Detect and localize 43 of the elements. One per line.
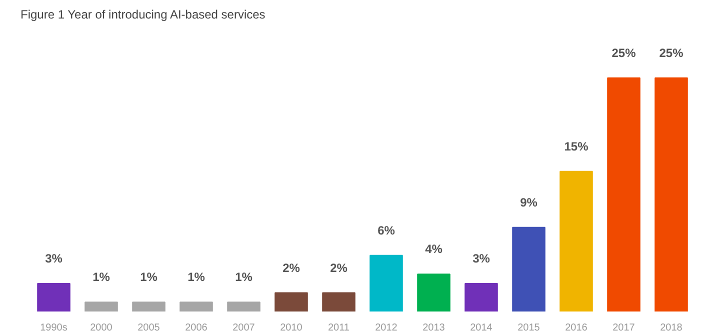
x-tick-label: 2011 xyxy=(328,322,350,334)
x-tick-label: 2013 xyxy=(422,322,446,334)
bar xyxy=(274,292,308,312)
data-label: 15% xyxy=(564,139,589,154)
bar xyxy=(84,302,118,312)
data-label: 3% xyxy=(45,251,63,266)
x-tick-label: 2006 xyxy=(185,322,208,334)
x-tick-label: 2016 xyxy=(565,322,588,334)
data-label: 9% xyxy=(520,195,538,210)
x-tick-label: 2014 xyxy=(470,322,493,334)
data-label: 4% xyxy=(425,242,443,256)
data-label: 25% xyxy=(612,46,636,60)
x-tick-label: 2015 xyxy=(518,322,540,334)
x-tick-label: 2005 xyxy=(138,322,160,334)
bar xyxy=(322,292,356,312)
x-tick-label: 2007 xyxy=(232,322,256,334)
x-tick-label: 2012 xyxy=(375,322,398,334)
x-tick-label: 2017 xyxy=(612,322,636,334)
data-label: 1% xyxy=(92,270,110,284)
x-tick-label: 2018 xyxy=(660,322,683,334)
bar xyxy=(654,77,688,312)
x-tick-label: 2000 xyxy=(90,322,113,334)
data-label: 3% xyxy=(472,251,490,266)
x-tick-label: 1990s xyxy=(40,322,68,334)
bar xyxy=(464,282,498,312)
chart-title: Figure 1 Year of introducing AI-based services xyxy=(20,8,266,22)
bar xyxy=(607,77,640,312)
data-label: 6% xyxy=(378,223,396,238)
bar xyxy=(132,302,166,312)
data-label: 1% xyxy=(140,270,158,284)
x-tick-label: 2010 xyxy=(280,322,303,334)
bar xyxy=(37,282,70,312)
data-label: 1% xyxy=(188,270,206,284)
data-label: 1% xyxy=(235,270,253,284)
data-label: 2% xyxy=(330,260,348,275)
bar xyxy=(180,302,213,312)
data-label: 25% xyxy=(659,46,684,60)
bar xyxy=(417,274,450,312)
bar xyxy=(370,254,403,312)
bar xyxy=(512,226,546,312)
bar xyxy=(560,170,593,312)
data-label: 2% xyxy=(282,260,300,275)
bar xyxy=(227,302,260,312)
